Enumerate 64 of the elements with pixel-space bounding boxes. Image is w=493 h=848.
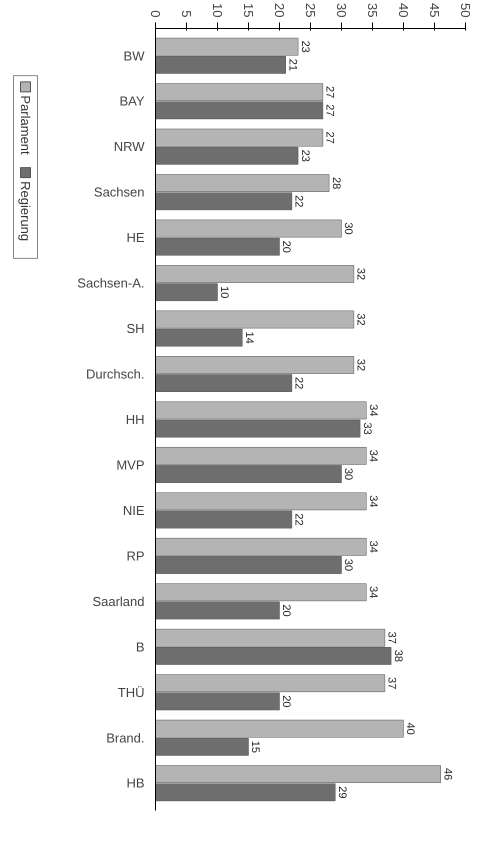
data-label: 20 [280, 240, 292, 253]
data-label: 34 [367, 404, 380, 417]
y-tick-label: HB [126, 776, 145, 791]
x-tick-label: 20 [272, 3, 287, 18]
y-tick-label: RP [126, 548, 145, 564]
data-label: 28 [330, 176, 342, 190]
data-label: 14 [243, 332, 256, 344]
data-label: 23 [298, 150, 311, 162]
data-label: 32 [354, 358, 367, 372]
x-tick-label: 15 [241, 3, 256, 18]
data-label: 33 [360, 422, 373, 435]
data-label: 15 [249, 740, 262, 753]
y-tick-label: THÜ [118, 684, 144, 700]
y-tick-label: HE [126, 230, 145, 246]
data-label: 46 [441, 768, 454, 780]
y-tick-label: Brand. [106, 730, 145, 746]
data-label: 10 [218, 286, 230, 298]
x-tick-label: 25 [303, 3, 318, 18]
y-tick-label: B [136, 639, 144, 654]
legend-label: Regierung [18, 181, 33, 242]
y-tick-label: SH [126, 321, 145, 336]
data-label: 37 [386, 632, 398, 644]
data-label: 30 [342, 558, 354, 572]
data-label: 20 [280, 604, 292, 617]
y-tick-label: BW [124, 48, 146, 64]
data-label: 27 [324, 132, 336, 144]
x-tick-label: 35 [365, 3, 380, 18]
x-tick-label: 40 [396, 3, 411, 18]
y-tick-label: NRW [114, 139, 146, 154]
y-tick-label: Durchsch. [86, 366, 145, 382]
data-label: 30 [342, 468, 354, 480]
y-tick-label: Sachsen [94, 184, 145, 200]
data-label: 37 [386, 677, 398, 690]
data-label: 27 [324, 86, 336, 98]
data-label: 22 [292, 513, 305, 526]
data-label: 34 [367, 495, 380, 508]
data-label: 32 [354, 268, 367, 280]
x-tick-label: 5 [179, 10, 194, 18]
y-tick-label: Sachsen-A. [77, 276, 144, 291]
data-label: 30 [342, 222, 354, 235]
y-tick-label: HH [126, 412, 145, 427]
x-tick-label: 50 [458, 3, 473, 18]
data-label: 22 [292, 195, 305, 208]
data-label: 34 [367, 540, 380, 553]
y-tick-label: BAY [119, 94, 145, 109]
data-label: 34 [367, 450, 380, 462]
y-tick-label: MVP [116, 457, 144, 472]
data-label: 23 [298, 40, 311, 53]
data-label: 38 [392, 650, 404, 662]
x-tick-label: 30 [334, 3, 349, 18]
data-label: 22 [292, 377, 305, 390]
data-label: 34 [367, 586, 380, 598]
x-tick-label: 10 [210, 3, 225, 18]
legend-label: Parlament [18, 95, 33, 156]
data-label: 21 [286, 58, 298, 72]
data-label: 32 [354, 313, 367, 326]
x-tick-label: 45 [427, 3, 442, 18]
data-label: 40 [404, 722, 416, 735]
x-tick-label: 0 [148, 10, 163, 18]
y-tick-label: Saarland [92, 594, 145, 609]
data-label: 20 [280, 695, 292, 708]
data-label: 27 [324, 104, 336, 116]
y-tick-label: NIE [122, 502, 145, 518]
data-label: 29 [336, 786, 348, 798]
